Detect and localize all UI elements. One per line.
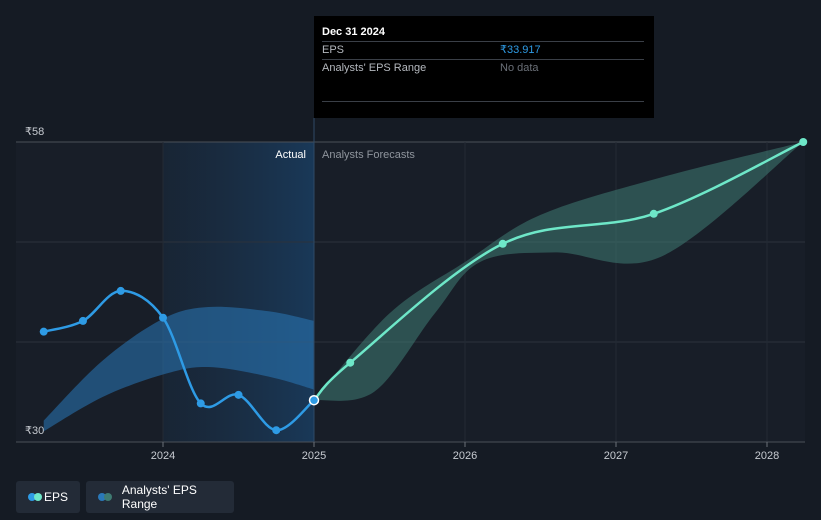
eps-point-actual <box>272 426 281 435</box>
eps-point-forecast <box>799 138 808 146</box>
eps-point-actual <box>78 316 87 325</box>
tooltip-eps-value: ₹33.917 <box>500 44 541 56</box>
legend-eps-label: EPS <box>43 490 68 504</box>
x-tick-label: 2024 <box>151 450 175 462</box>
eps-point-actual <box>39 327 48 336</box>
x-tick-label: 2028 <box>755 450 779 462</box>
eps-point-actual <box>196 399 205 408</box>
eps-point-actual <box>234 390 243 399</box>
tooltip-range-row: Analysts' EPS Range No data <box>322 59 644 77</box>
legend-range[interactable]: Analysts' EPS Range <box>86 481 234 513</box>
x-tick-label: 2026 <box>453 450 477 462</box>
eps-line-actual <box>42 289 316 432</box>
eps-point-forecast <box>346 358 355 367</box>
y-tick-label-max: ₹58 <box>25 126 44 138</box>
tooltip-eps-label: EPS <box>322 44 345 56</box>
legend-eps[interactable]: EPS <box>16 481 80 513</box>
eps-range-band-actual <box>43 306 314 432</box>
range-legend-icon <box>98 492 114 502</box>
actual-label: Actual <box>275 149 306 161</box>
tooltip: Dec 31 2024 EPS ₹33.917 Analysts' EPS Ra… <box>314 16 654 118</box>
eps-point-forecast <box>649 209 658 218</box>
tooltip-divider <box>322 101 644 102</box>
eps-point-actual <box>159 313 167 322</box>
tooltip-eps-row: EPS ₹33.917 <box>322 41 644 59</box>
y-tick-label-min: ₹30 <box>25 425 44 437</box>
eps-highlight-point <box>308 394 320 406</box>
forecast-label: Analysts Forecasts <box>322 149 415 161</box>
legend-range-label: Analysts' EPS Range <box>121 483 197 511</box>
eps-range-band-forecast <box>314 142 804 401</box>
tooltip-range-label: Analysts' EPS Range <box>322 62 427 74</box>
eps-legend-icon <box>28 492 42 502</box>
eps-point-forecast <box>498 239 507 248</box>
tooltip-date: Dec 31 2024 <box>322 26 385 38</box>
eps-point-actual <box>116 286 125 295</box>
tooltip-range-value: No data <box>500 62 539 74</box>
x-tick-label: 2027 <box>604 450 628 462</box>
x-tick-label: 2025 <box>302 450 326 462</box>
